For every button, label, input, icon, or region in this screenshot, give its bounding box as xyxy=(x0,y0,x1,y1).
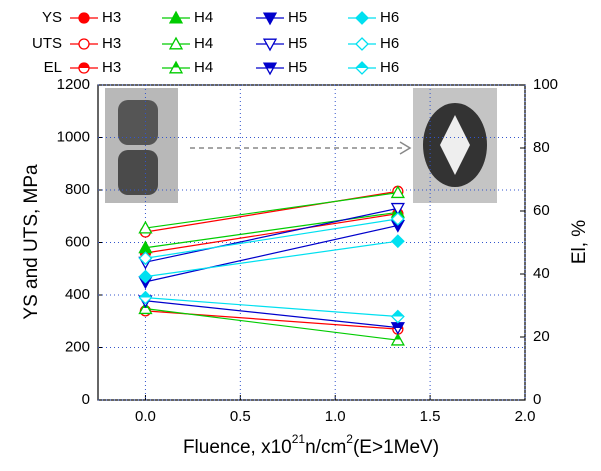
legend-label: H4 xyxy=(194,9,213,26)
series-line xyxy=(145,300,398,329)
data-point xyxy=(138,220,153,234)
series-line xyxy=(145,192,398,229)
legend-label: H3 xyxy=(102,35,121,52)
legend-marker xyxy=(78,62,90,74)
y-tick-label: 1200 xyxy=(57,76,90,93)
data-point xyxy=(390,234,405,249)
legend-marker xyxy=(262,12,278,26)
y-tick-label: 600 xyxy=(65,233,90,250)
x-tick-label: 1.0 xyxy=(325,408,346,425)
x-label-sup: 2 xyxy=(346,432,353,446)
data-point xyxy=(138,269,153,284)
series-line xyxy=(145,213,398,254)
photo-after xyxy=(413,88,497,203)
x-label-sup: 21 xyxy=(292,432,306,446)
legend-label: H3 xyxy=(102,59,121,76)
x-tick-label: 2.0 xyxy=(515,408,536,425)
legend-label: H6 xyxy=(380,35,399,52)
y2-tick-label: 0 xyxy=(533,391,541,408)
legend-marker xyxy=(262,62,278,76)
x-label-part: Fluence, x10 xyxy=(183,437,292,458)
series-line xyxy=(145,308,398,341)
y-tick-label: 200 xyxy=(65,338,90,355)
legend-label: H6 xyxy=(380,9,399,26)
legend-label: H5 xyxy=(288,35,307,52)
y2-tick-label: 80 xyxy=(533,139,550,156)
legend-label: H6 xyxy=(380,59,399,76)
x-label-part: (E>1MeV) xyxy=(353,437,439,458)
legend-label: H5 xyxy=(288,59,307,76)
legend-marker xyxy=(78,38,90,50)
x-axis-label: Fluence, x1021n/cm2(E>1MeV) xyxy=(183,432,439,458)
y2-tick-label: 100 xyxy=(533,76,558,93)
legend-group-label: EL xyxy=(44,59,62,76)
legend-group-label: UTS xyxy=(32,35,62,52)
y2-tick-label: 40 xyxy=(533,265,550,282)
series-line xyxy=(145,297,398,318)
y2-tick-label: 60 xyxy=(533,202,550,219)
series-line xyxy=(145,211,398,249)
data-point xyxy=(390,309,405,324)
legend-marker xyxy=(168,36,184,50)
legend-label: H5 xyxy=(288,9,307,26)
x-tick-label: 0.0 xyxy=(135,408,156,425)
legend-label: H4 xyxy=(194,35,213,52)
y2-tick-label: 20 xyxy=(533,328,550,345)
legend-marker xyxy=(355,37,369,51)
data-point xyxy=(138,290,153,305)
series-line xyxy=(145,207,398,263)
x-label-part: n/cm xyxy=(305,437,346,458)
legend-label: H4 xyxy=(194,59,213,76)
y-axis-label: YS and UTS, MPa xyxy=(21,164,42,320)
y-tick-label: 400 xyxy=(65,286,90,303)
y2-axis-label: El, % xyxy=(569,220,590,264)
series-line xyxy=(145,224,398,283)
arrow-head xyxy=(399,141,412,155)
legend-marker xyxy=(168,10,184,24)
series-line xyxy=(145,218,398,259)
x-tick-label: 1.5 xyxy=(420,408,441,425)
y-tick-label: 0 xyxy=(82,391,90,408)
data-point xyxy=(390,185,405,199)
legend-marker xyxy=(355,11,369,25)
y-tick-label: 1000 xyxy=(57,128,90,145)
legend-marker xyxy=(355,61,369,75)
legend-label: H3 xyxy=(102,9,121,26)
data-point xyxy=(390,332,405,346)
y-tick-label: 800 xyxy=(65,181,90,198)
series-line xyxy=(145,240,398,278)
legend-group-label: YS xyxy=(42,9,62,26)
photo-before xyxy=(105,88,178,203)
data-point xyxy=(390,211,405,226)
legend-marker xyxy=(168,60,184,74)
data-point xyxy=(390,202,405,216)
legend-marker xyxy=(78,12,90,24)
legend-marker xyxy=(262,38,278,52)
data-point xyxy=(138,251,153,266)
x-tick-label: 0.5 xyxy=(230,408,251,425)
